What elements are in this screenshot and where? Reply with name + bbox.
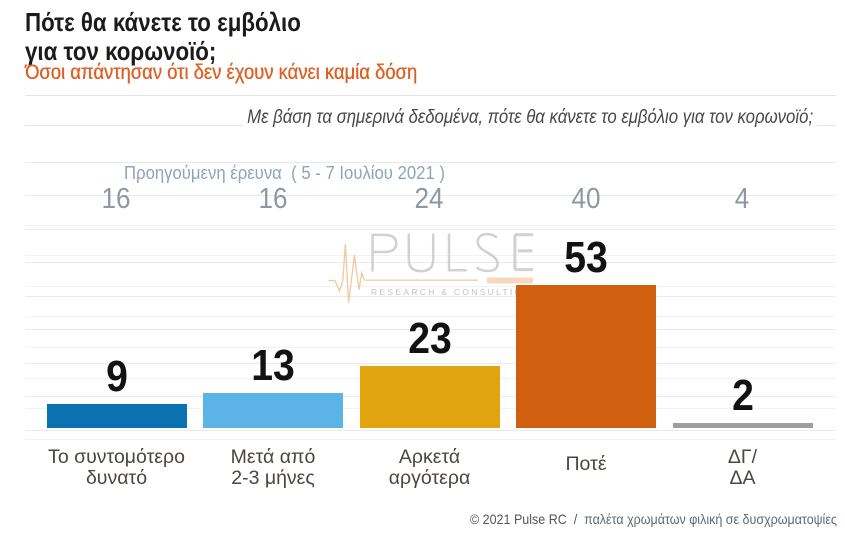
svg-text:RESEARCH & CONSULTING: RESEARCH & CONSULTING xyxy=(371,287,532,297)
